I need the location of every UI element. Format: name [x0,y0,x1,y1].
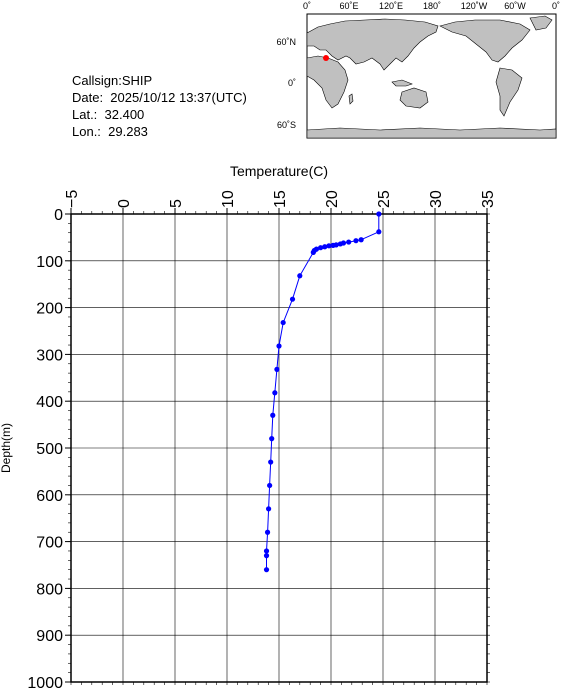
map-lat-label: 0˚ [288,78,296,88]
data-point [310,249,316,255]
map-lon-label: 120˚W [461,1,488,11]
map-land [306,15,557,139]
map-lat-label: 60˚N [276,37,296,47]
map-lat-labels: 60˚N 0˚ 60˚S [276,37,296,130]
x-tick-label: 35 [480,190,497,208]
map-lon-label: 0˚ [552,1,560,11]
data-point [322,244,328,250]
eurasia-land [306,18,439,71]
latitude-text: Lat.: 32.400 [72,107,145,122]
greenland-land [529,15,553,31]
data-point [270,412,276,418]
x-tick-label: 30 [428,190,445,208]
temperature-profile-line [266,214,380,570]
data-point [263,553,270,559]
data-point [376,211,382,217]
data-point [267,482,273,489]
data-point [268,459,274,465]
x-axis-label: Temperature(C) [230,163,328,179]
data-point [297,273,303,279]
data-point [263,567,270,573]
x-tick-label: 20 [324,190,341,208]
north-america-land [439,19,531,63]
data-point [272,390,278,396]
data-point [266,506,272,512]
data-point [376,229,382,235]
temperature-profile-points [263,211,382,573]
y-tick-label: 600 [36,488,63,505]
station-info: Callsign:SHIP Date: 2025/10/12 13:37(UTC… [72,72,247,140]
data-point [353,238,359,244]
data-point [337,241,343,247]
indonesia-land [391,79,413,87]
data-point [330,242,336,248]
x-tick-label: 10 [220,190,237,208]
x-tick-labels: −5 0 5 10 15 20 25 30 35 [64,190,497,208]
y-tick-label: 500 [36,441,63,458]
data-point [263,548,270,554]
plot-frame [70,213,488,683]
y-tick-labels: 0 100 200 300 400 500 600 700 800 900 1000 [27,207,63,690]
map-lat-label: 60˚S [277,120,296,130]
map-lon-label: 60˚E [339,1,358,11]
world-map: 0˚ 60˚E 120˚E 180˚ 120˚W 60˚W 0˚ 60˚N 0˚… [276,1,560,139]
map-lon-labels: 0˚ 60˚E 120˚E 180˚ 120˚W 60˚W 0˚ [303,1,560,11]
data-point [318,245,324,251]
africa-land [306,55,349,109]
madagascar-land [348,93,354,105]
x-tick-label: 15 [272,190,289,208]
map-lon-label: 120˚E [379,1,403,11]
x-tick-label: 5 [168,199,185,208]
australia-land [399,87,429,109]
callsign-text: Callsign:SHIP [72,73,153,88]
x-tick-label: 25 [376,190,393,208]
map-lon-label: 60˚W [504,1,526,11]
y-axis-label: Depth(m) [0,423,13,473]
date-text: Date: 2025/10/12 13:37(UTC) [72,90,247,105]
y-tick-label: 0 [54,207,63,224]
data-point [326,243,332,249]
data-point [276,343,282,349]
y-tick-label: 400 [36,394,63,411]
y-tick-label: 1000 [27,675,63,690]
data-point [346,239,352,245]
y-tick-label: 200 [36,301,63,318]
y-tick-label: 800 [36,581,63,598]
antarctica-land [306,127,557,139]
data-point [289,296,296,302]
map-lon-label: 180˚ [423,1,441,11]
data-point [264,529,271,535]
map-lon-label: 0˚ [303,1,311,11]
x-tick-label: 0 [116,199,133,208]
x-tick-label: −5 [64,190,81,208]
ship-position-marker [323,55,329,61]
y-tick-label: 900 [36,628,63,645]
data-point [269,436,275,442]
y-tick-label: 100 [36,254,63,271]
chart-grid [65,208,490,685]
data-point [358,237,364,243]
data-point [274,366,280,372]
longitude-text: Lon.: 29.283 [72,124,148,139]
data-point [280,319,286,326]
y-tick-label: 700 [36,535,63,552]
y-tick-label: 300 [36,347,63,364]
south-america-land [495,67,523,117]
